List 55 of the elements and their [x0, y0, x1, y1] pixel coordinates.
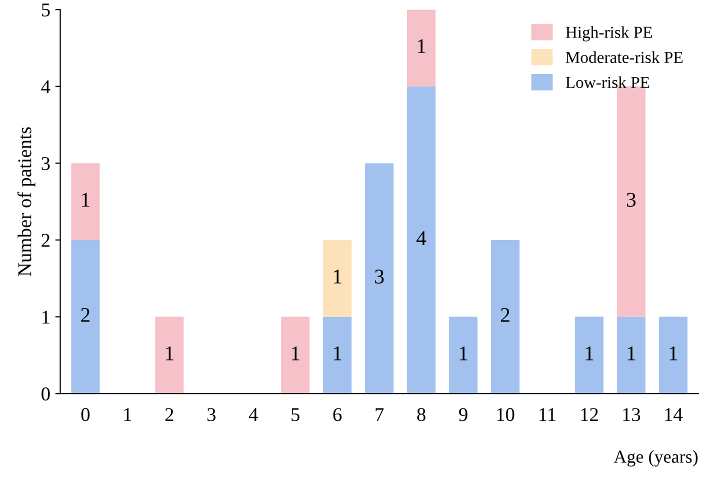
- y-tick-label: 4: [41, 80, 50, 94]
- data-label: 1: [334, 346, 342, 360]
- bar: [71, 163, 100, 240]
- x-tick-label: 4: [248, 408, 258, 421]
- bar: [365, 163, 394, 394]
- x-tick-label: 11: [540, 408, 556, 421]
- bar: [407, 86, 436, 394]
- y-tick-label: 3: [42, 157, 50, 170]
- x-tick-label: 7: [376, 408, 384, 421]
- y-tick-label: 2: [42, 234, 50, 247]
- x-tick-label: 8: [417, 408, 426, 422]
- x-tick-label: 0: [81, 408, 90, 422]
- data-label: 3: [626, 192, 636, 207]
- bar: [574, 316, 604, 394]
- y-tick-label: 0: [42, 387, 50, 401]
- bar: [616, 316, 646, 394]
- data-label: 1: [418, 39, 426, 54]
- data-label: 1: [292, 346, 300, 360]
- bar: [71, 240, 100, 394]
- y-tick-label: 5: [42, 4, 50, 17]
- data-label: 1: [82, 192, 90, 207]
- bar: [658, 316, 688, 394]
- data-label: 1: [166, 346, 174, 360]
- x-tick-label: 9: [459, 408, 468, 422]
- x-tick-label: 2: [165, 408, 174, 421]
- legend-label: High-risk PE: [566, 26, 652, 42]
- data-label: 2: [81, 308, 90, 322]
- x-tick-label: 12: [581, 408, 598, 421]
- x-tick-label: 10: [497, 408, 514, 422]
- bar: [323, 240, 352, 317]
- x-tick-label: 14: [665, 408, 683, 421]
- bar: [155, 316, 184, 394]
- x-tick-label: 1: [124, 408, 132, 421]
- data-label: 3: [375, 270, 384, 284]
- y-tick-label: 1: [42, 310, 50, 324]
- legend-label: Moderate-risk PE: [566, 51, 683, 64]
- bar: [407, 10, 436, 86]
- x-tick-label: 6: [333, 408, 342, 422]
- data-label: 2: [500, 308, 510, 322]
- data-label: 1: [628, 346, 636, 360]
- x-tick-label: 13: [623, 408, 640, 422]
- y-axis-title: Number of patients: [17, 127, 36, 276]
- data-label: 1: [670, 346, 678, 360]
- bar: [449, 316, 478, 394]
- x-tick-label: 5: [292, 408, 300, 422]
- x-axis-title: Age (years): [614, 450, 698, 467]
- bar: [490, 240, 520, 394]
- data-label: 1: [334, 270, 342, 284]
- data-label: 1: [460, 346, 468, 360]
- data-label: 4: [416, 231, 426, 246]
- bar: [281, 316, 310, 394]
- bar: [323, 316, 352, 394]
- legend-label: Low-risk PE: [566, 76, 650, 88]
- x-tick-label: 3: [207, 408, 216, 422]
- data-label: 1: [586, 346, 594, 360]
